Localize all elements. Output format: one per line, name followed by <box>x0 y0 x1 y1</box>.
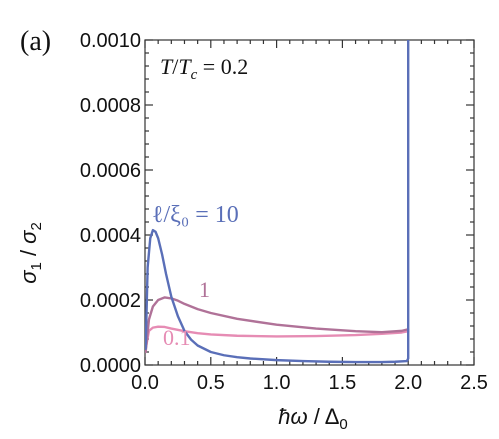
series-label-l1: 1 <box>199 277 210 302</box>
y-tick-label: 0.0008 <box>80 95 141 117</box>
series-label-l10: ℓ/ξ₀ = 10 <box>152 202 239 228</box>
y-tick-label: 0.0000 <box>80 355 141 377</box>
x-tick-label: 0.5 <box>197 372 225 394</box>
y-axis-title: σ1 / σ2 <box>16 222 45 284</box>
x-tick-label: 0.0 <box>131 372 159 394</box>
x-axis-title: ħω / Δ0 <box>278 404 348 433</box>
series-line-l1 <box>145 296 410 354</box>
series-line-l0p1 <box>145 325 410 350</box>
series-line-l10 <box>145 40 410 364</box>
y-tick-label: 0.0006 <box>80 160 141 182</box>
plot-frame <box>144 39 475 366</box>
x-tick-label: 2.0 <box>394 372 422 394</box>
y-tick-label: 0.0010 <box>80 30 141 52</box>
labels-layer: ℓ/ξ₀ = 10 1 0.1 <box>152 202 239 350</box>
y-tick-label: 0.0004 <box>80 225 141 247</box>
plot-area: 0.0 0.5 1.0 1.5 2.0 2.5 0.0000 0.0002 0.0004 0.00… <box>80 30 488 394</box>
series-layer <box>145 40 410 364</box>
x-tick-label: 1.0 <box>263 372 291 394</box>
y-tick-label: 0.0002 <box>80 290 141 312</box>
temperature-annotation: T/Tc = 0.2 <box>160 54 248 83</box>
series-label-l0p1: 0.1 <box>163 325 191 350</box>
x-tick-label: 1.5 <box>328 372 356 394</box>
panel-label: (a) <box>20 26 51 57</box>
x-tick-label: 2.5 <box>460 372 488 394</box>
